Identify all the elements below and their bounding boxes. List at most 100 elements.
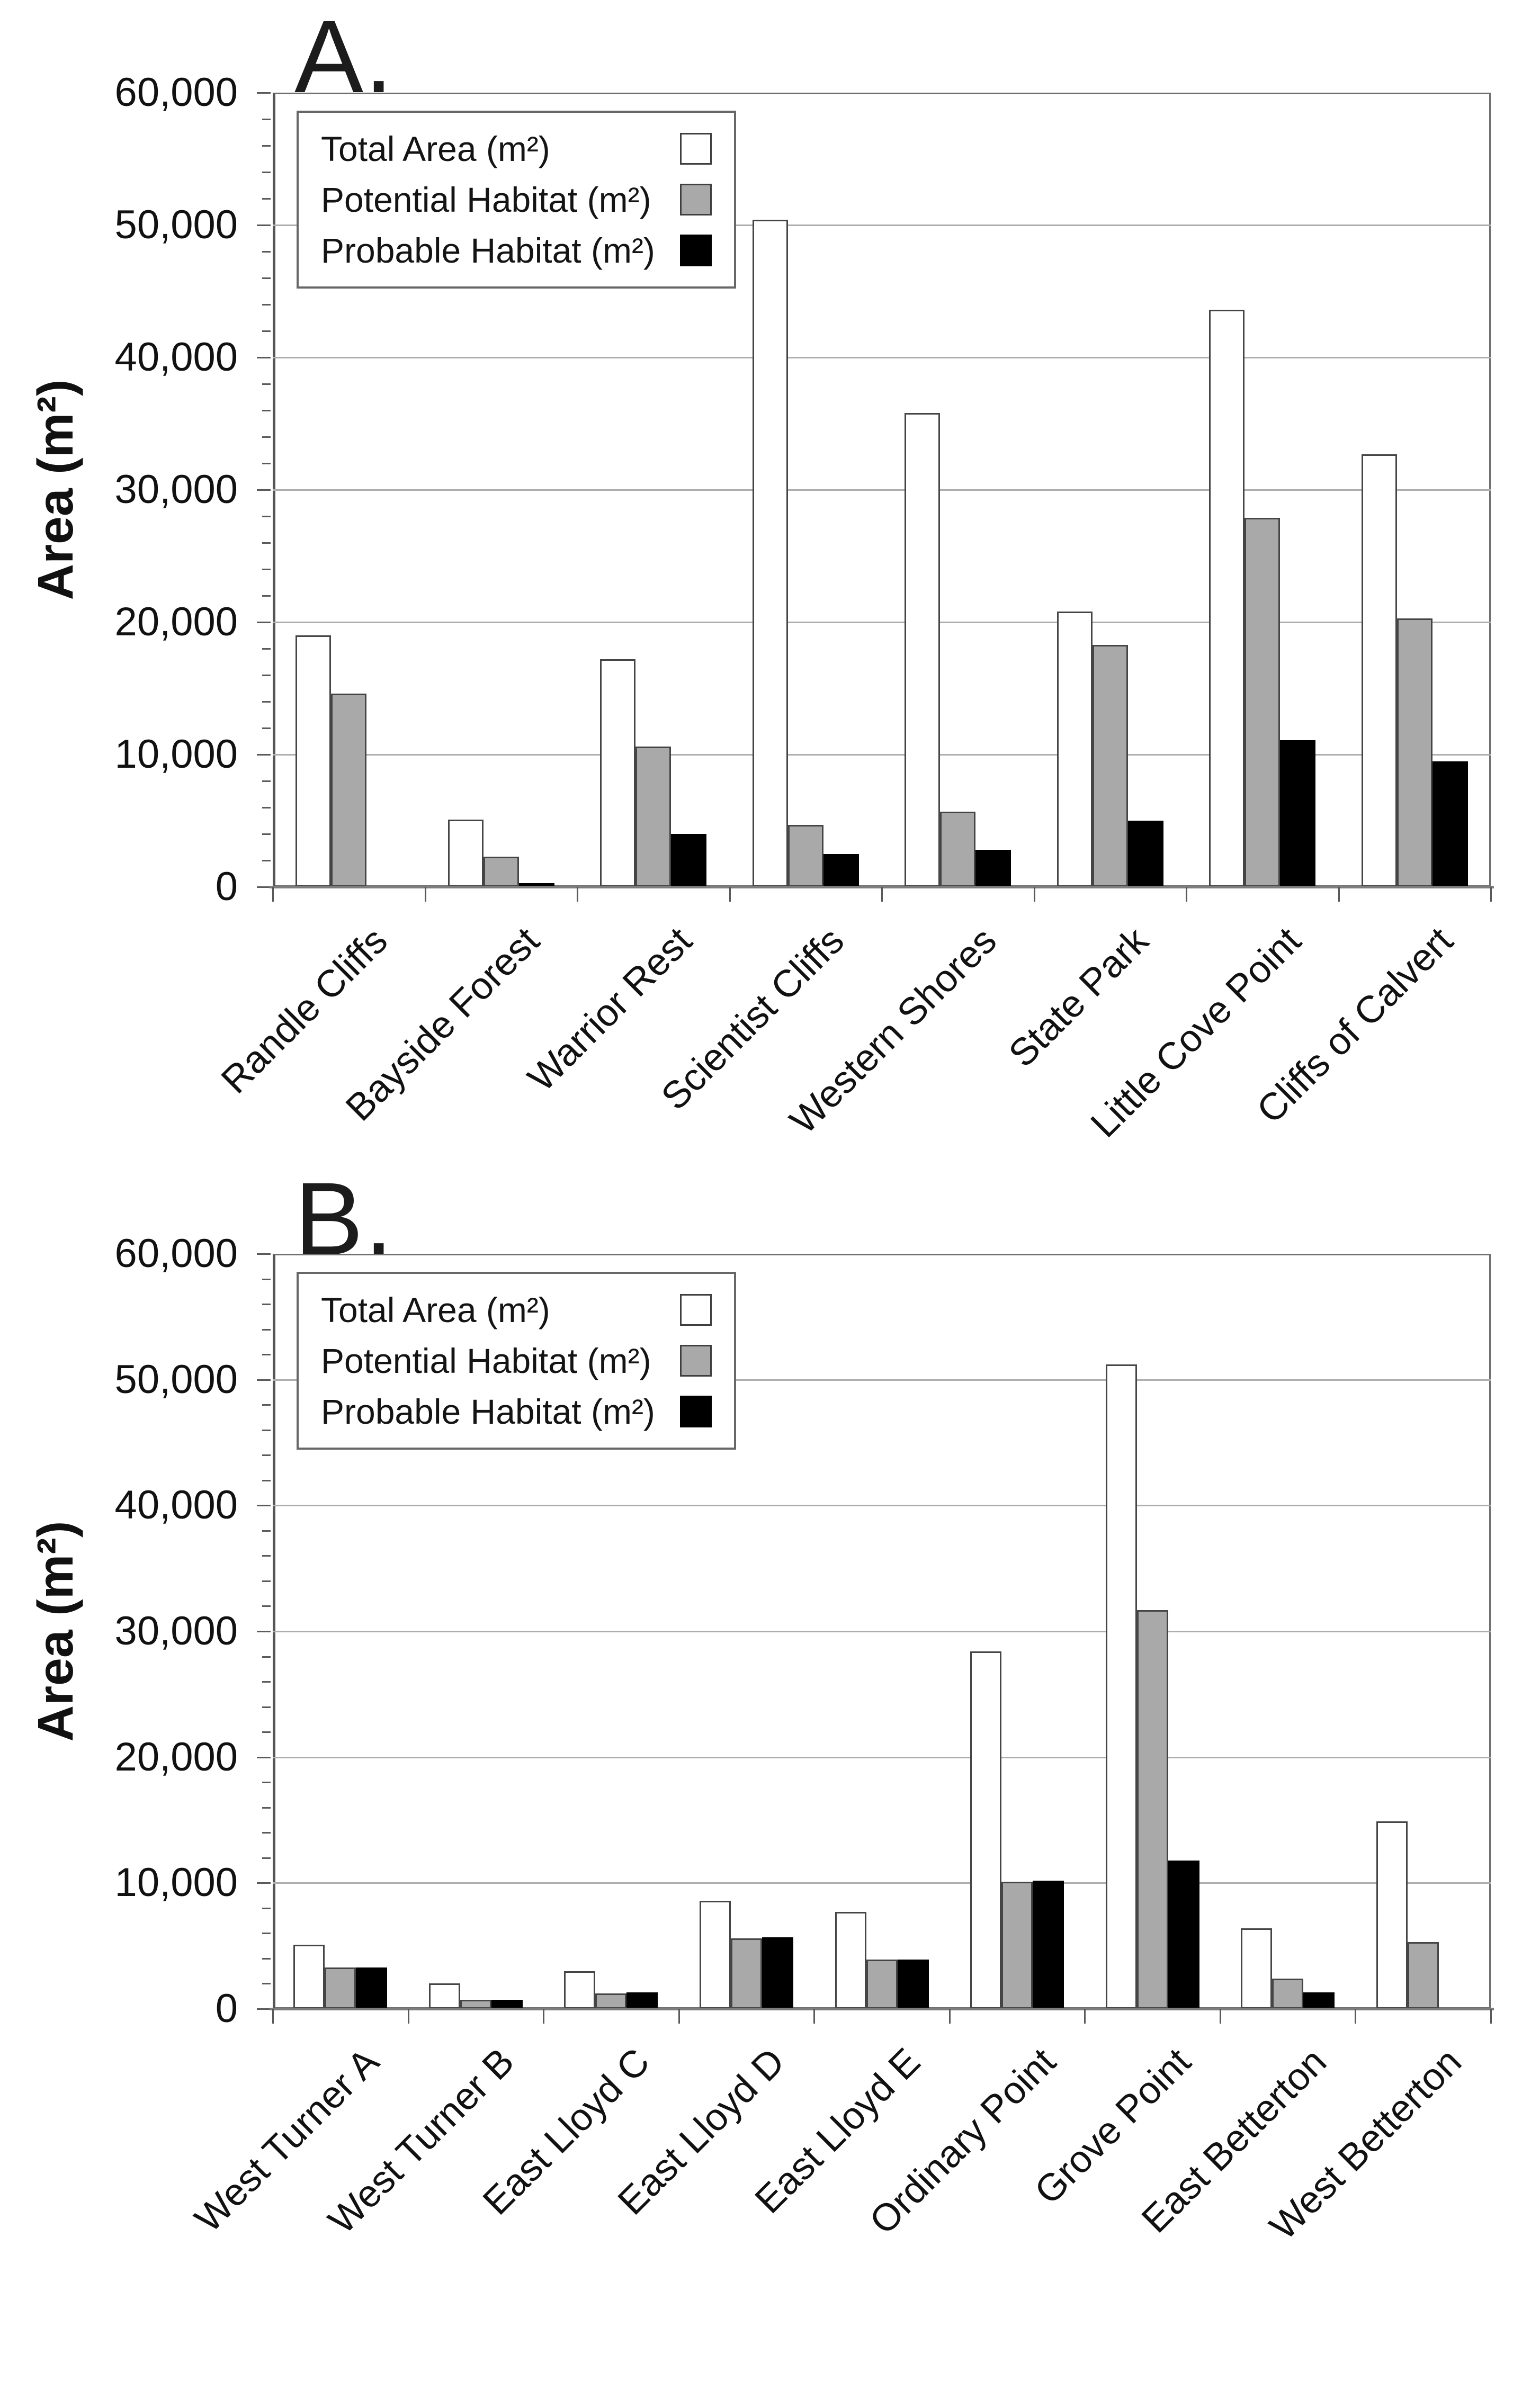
bar: [356, 1967, 388, 2009]
y-minor-tick: [262, 1328, 271, 1331]
y-major-tick: [257, 1253, 271, 1255]
y-minor-tick: [262, 436, 271, 438]
bar: [595, 1993, 627, 2009]
bar: [626, 1992, 658, 2009]
bar: [1105, 1364, 1137, 2009]
bar: [787, 824, 823, 887]
y-minor-tick: [262, 1907, 271, 1909]
y-minor-tick: [262, 463, 271, 464]
bar: [1407, 1942, 1439, 2009]
legend-swatch: [680, 184, 712, 215]
y-minor-tick: [262, 1807, 271, 1809]
bar: [752, 220, 788, 887]
y-major-tick: [257, 622, 271, 623]
y-tick-label: 30,000: [114, 467, 238, 512]
x-tick: [424, 887, 426, 902]
y-major-tick: [257, 224, 271, 226]
bar: [730, 1938, 762, 2009]
y-tick-label: 30,000: [114, 1609, 238, 1654]
bar: [823, 853, 859, 887]
y-minor-tick: [262, 1278, 271, 1280]
x-tick: [729, 887, 731, 902]
x-tick: [272, 2009, 274, 2024]
y-minor-tick: [262, 1681, 271, 1683]
y-minor-tick: [262, 277, 271, 279]
y-minor-tick: [262, 1957, 271, 1960]
y-minor-tick: [262, 1782, 271, 1784]
y-minor-tick: [262, 675, 271, 676]
y-minor-tick: [262, 119, 271, 120]
legend: Total Area (m²) Potential Habitat (m²) Pro…: [297, 111, 736, 289]
y-minor-tick: [262, 1354, 271, 1356]
chart-b-layer: 0 10,000 20,000 30,000 40,000 50,000 60,000 Wes…: [114, 1231, 1494, 2248]
chart-a-layer: 0 10,000 20,000 30,000 40,000 50,000 60,000 Ran…: [114, 70, 1494, 1146]
x-tick: [1490, 887, 1492, 902]
y-minor-tick: [262, 1555, 271, 1557]
gridline: [273, 1756, 1491, 1758]
y-minor-tick: [262, 330, 271, 332]
y-tick-label: 50,000: [114, 202, 238, 247]
x-tick: [1338, 887, 1340, 902]
y-minor-tick: [262, 569, 271, 570]
bar: [762, 1937, 793, 2009]
bar: [1361, 454, 1397, 887]
figure-page: { "figure": { "background": "#ffffff" },…: [28, 0, 1494, 2248]
legend-item: Probable Habitat (m²): [321, 1389, 712, 1434]
y-minor-tick: [262, 1404, 271, 1406]
gridline: [273, 1882, 1491, 1884]
y-minor-tick: [262, 595, 271, 597]
y-minor-tick: [262, 172, 271, 173]
y-minor-tick: [262, 1530, 271, 1532]
y-minor-tick: [262, 1832, 271, 1834]
y-major-tick: [257, 886, 271, 888]
y-tick-label: 60,000: [114, 1231, 238, 1276]
y-minor-tick: [262, 1706, 271, 1708]
x-tick: [1033, 887, 1035, 902]
y-minor-tick: [262, 807, 271, 808]
y-tick-label: 20,000: [114, 599, 238, 644]
y-minor-tick: [262, 304, 271, 306]
y-tick-label: 40,000: [114, 335, 238, 380]
panel-label-a: A.: [294, 0, 395, 114]
y-minor-tick: [262, 860, 271, 861]
x-tick: [813, 2009, 816, 2024]
bar: [483, 856, 519, 887]
bar: [296, 635, 332, 887]
bar: [1432, 761, 1468, 887]
gridline: [273, 489, 1491, 491]
bar: [1057, 612, 1093, 887]
y-minor-tick: [262, 383, 271, 385]
bar: [1272, 1978, 1304, 2009]
y-minor-tick: [262, 648, 271, 650]
bar: [447, 819, 484, 887]
legend-swatch: [680, 1396, 712, 1427]
gridline: [273, 754, 1491, 756]
bar: [1001, 1881, 1033, 2009]
panel-label-b: B.: [294, 1161, 395, 1277]
y-minor-tick: [262, 1933, 271, 1935]
bar: [699, 1900, 731, 2009]
y-tick-label: 40,000: [114, 1482, 238, 1528]
bar: [635, 747, 672, 887]
y-major-tick: [257, 1756, 271, 1758]
x-tick: [407, 2009, 409, 2024]
y-minor-tick: [262, 1454, 271, 1457]
y-minor-tick: [262, 1479, 271, 1481]
y-major-tick: [257, 1379, 271, 1381]
legend-item-label: Potential Habitat (m²): [321, 180, 651, 219]
y-tick-label: 0: [215, 1986, 238, 2031]
y-major-tick: [257, 2008, 271, 2010]
legend-item: Probable Habitat (m²): [321, 228, 712, 273]
legend-item-label: Probable Habitat (m²): [321, 1392, 655, 1431]
y-tick-label: 50,000: [114, 1356, 238, 1402]
bar: [325, 1967, 356, 2009]
y-minor-tick: [262, 701, 271, 703]
x-axis-line: [270, 2008, 1494, 2010]
y-major-tick: [257, 1631, 271, 1632]
bar: [1033, 1880, 1064, 2009]
bar: [1303, 1992, 1335, 2009]
y-minor-tick: [262, 727, 271, 729]
gridline: [273, 357, 1491, 358]
bar: [866, 1960, 898, 2009]
bar: [600, 659, 636, 887]
